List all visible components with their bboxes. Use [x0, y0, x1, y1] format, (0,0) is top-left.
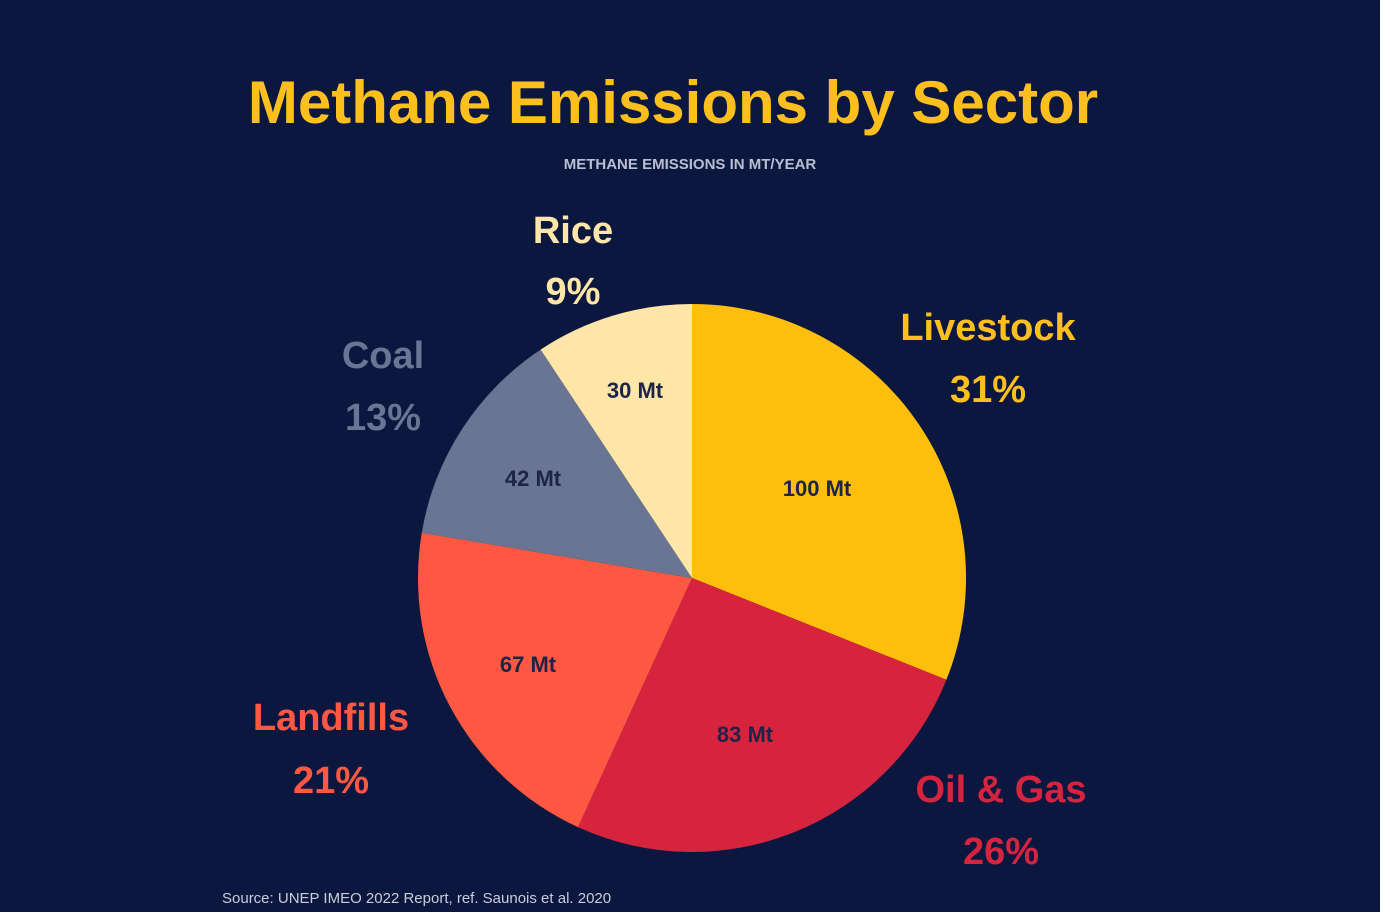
category-name-livestock: Livestock [900, 307, 1076, 349]
pie-slice-coal [421, 349, 692, 578]
chart-subtitle: METHANE EMISSIONS IN MT/YEAR [564, 156, 817, 173]
pie-slice-oil-gas [577, 578, 947, 852]
category-name-oil-gas: Oil & Gas [915, 769, 1086, 811]
pie-slice-rice [540, 304, 692, 578]
slice-value-label-rice: 30 Mt [607, 378, 664, 403]
pie-slice-livestock [692, 304, 966, 680]
chart-title: Methane Emissions by Sector [248, 69, 1098, 136]
category-name-coal: Coal [342, 335, 424, 377]
slice-value-label-coal: 42 Mt [505, 466, 562, 491]
slice-value-label-landfills: 67 Mt [500, 652, 557, 677]
pie-slices [417, 304, 966, 852]
category-percent-rice: 9% [546, 271, 601, 313]
category-percent-landfills: 21% [293, 760, 369, 802]
source-note: Source: UNEP IMEO 2022 Report, ref. Saun… [222, 890, 611, 907]
slice-value-label-oil-gas: 83 Mt [717, 722, 774, 747]
category-percent-oil-gas: 26% [963, 831, 1039, 873]
category-name-landfills: Landfills [253, 697, 409, 739]
category-percent-coal: 13% [345, 397, 421, 439]
category-percent-livestock: 31% [950, 369, 1026, 411]
pie-slice-landfills [417, 532, 692, 828]
slice-value-label-livestock: 100 Mt [783, 476, 852, 501]
slice-value-labels: 100 Mt 83 Mt 67 Mt 42 Mt 30 Mt [500, 378, 852, 747]
category-labels: Livestock 31% Oil & Gas 26% Landfills 21% Coal… [253, 210, 1087, 873]
category-name-rice: Rice [533, 210, 613, 252]
